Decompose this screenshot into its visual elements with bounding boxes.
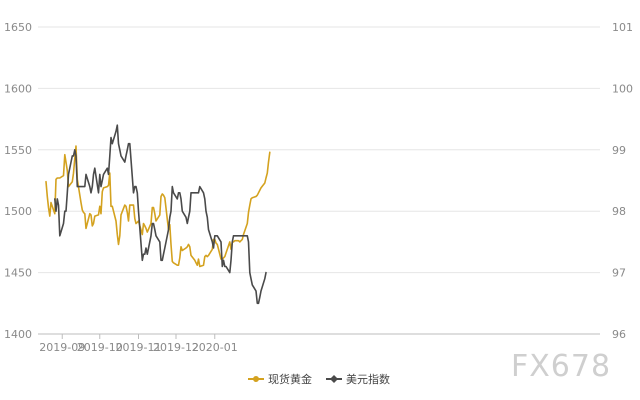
- x-tick-label: 2019-11: [116, 341, 162, 354]
- legend-label-gold: 现货黄金: [268, 372, 312, 386]
- x-tick-label: 2019-10: [77, 341, 123, 354]
- x-tick-label: 2019-12: [153, 341, 199, 354]
- right-tick-label: 100: [612, 82, 633, 95]
- legend-item-dxy[interactable]: 美元指数: [326, 372, 390, 386]
- left-tick-label: 1550: [4, 144, 32, 157]
- series-line-dxy: [53, 124, 267, 305]
- watermark-logo: FX678: [511, 349, 611, 384]
- right-tick-label: 101: [612, 21, 633, 34]
- series-line-gold: [45, 145, 271, 268]
- left-axis-ticks: 1400 1450 1500 1550 1600 1650: [4, 21, 32, 341]
- x-tick-label: 2020-01: [192, 341, 238, 354]
- legend-marker-gold: [253, 376, 259, 382]
- legend-item-gold[interactable]: 现货黄金: [248, 372, 312, 386]
- legend: 现货黄金 美元指数: [248, 372, 390, 386]
- left-tick-label: 1400: [4, 328, 32, 341]
- right-axis-ticks: 96 97 98 99 100 101: [612, 21, 633, 341]
- right-tick-label: 98: [612, 205, 626, 218]
- x-tick-label: 2019-09: [39, 341, 85, 354]
- right-tick-label: 97: [612, 267, 626, 280]
- series-lines: [45, 124, 271, 305]
- left-tick-label: 1650: [4, 21, 32, 34]
- left-tick-label: 1450: [4, 267, 32, 280]
- left-tick-label: 1500: [4, 205, 32, 218]
- gridlines: [38, 26, 600, 335]
- right-tick-label: 96: [612, 328, 626, 341]
- right-tick-label: 99: [612, 144, 626, 157]
- legend-marker-dxy: [330, 375, 338, 383]
- left-tick-label: 1600: [4, 82, 32, 95]
- legend-label-dxy: 美元指数: [346, 372, 390, 386]
